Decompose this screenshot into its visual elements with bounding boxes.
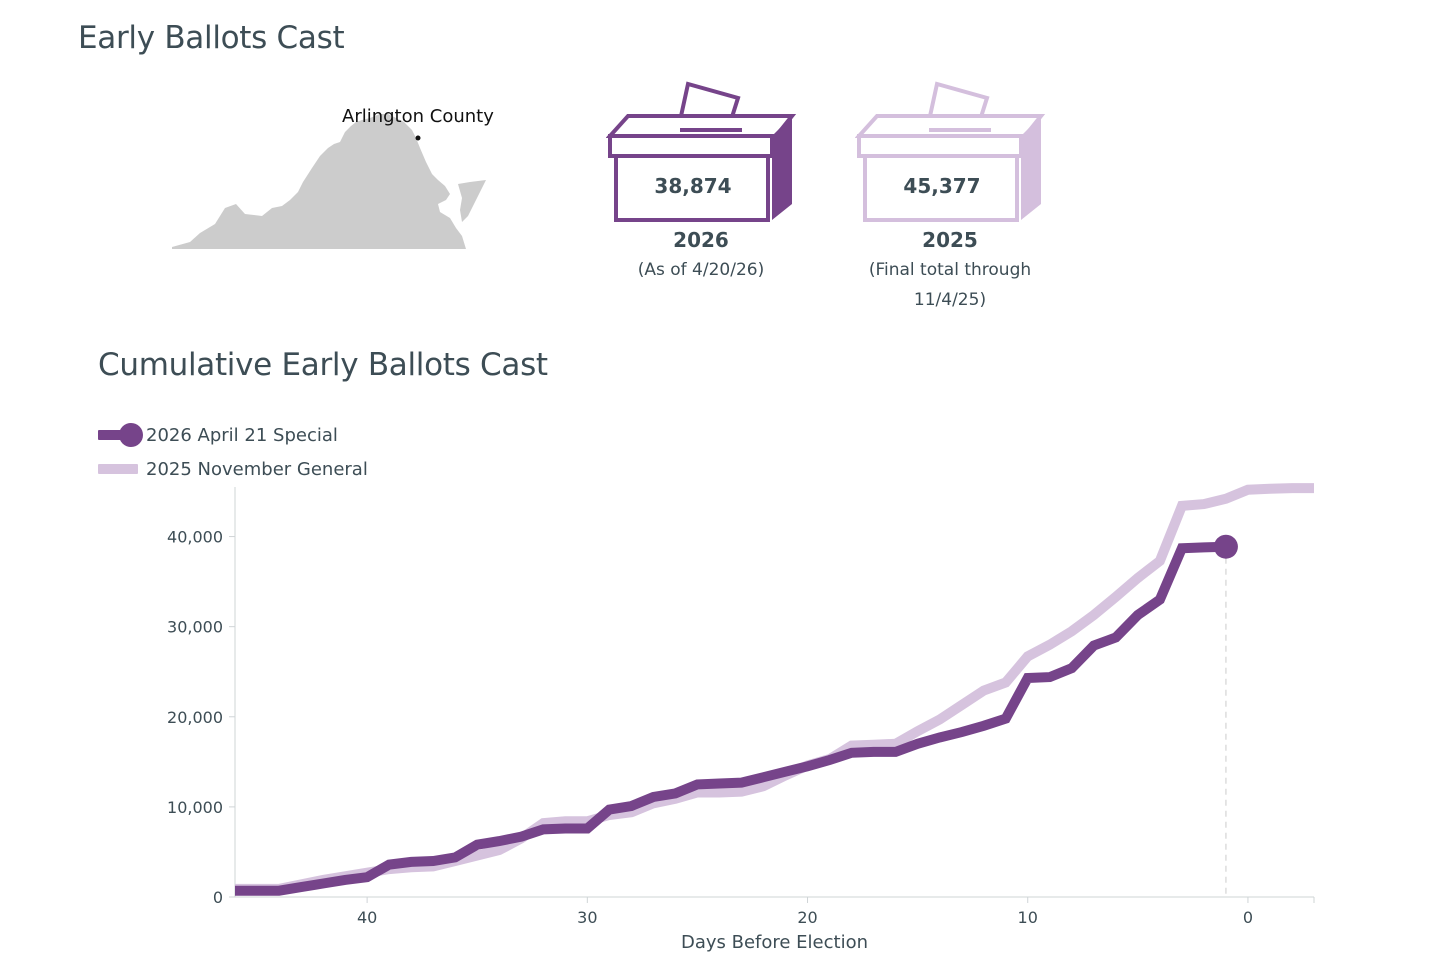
x-tick-label: 0 <box>1243 908 1253 927</box>
note-2025-line2: 11/4/25) <box>913 290 987 310</box>
legend-item-2025[interactable]: 2025 November General <box>98 452 368 486</box>
legend-label-2026: 2026 April 21 Special <box>146 424 338 446</box>
year-2026: 2026 <box>673 228 729 252</box>
y-tick-label: 40,000 <box>167 528 223 547</box>
legend-label-2025: 2025 November General <box>146 458 368 480</box>
ballot-box-icon <box>606 81 797 222</box>
y-tick-label: 20,000 <box>167 708 223 727</box>
x-tick-label: 40 <box>357 908 377 927</box>
ballot-count-2026: 38,874 <box>654 174 732 198</box>
series-line-1 <box>235 483 1314 894</box>
arlington-marker <box>415 135 421 141</box>
virginia-map: Arlington County <box>170 100 500 260</box>
y-tick-label: 10,000 <box>167 798 223 817</box>
ballot-box-icon <box>855 81 1046 222</box>
series-line-0 <box>235 541 1227 896</box>
note-2026: (As of 4/20/26) <box>637 260 765 280</box>
ballot-count-2025: 45,377 <box>903 174 981 198</box>
ballot-box-2025: 45,377 2025 (Final total through 11/4/25… <box>855 78 1055 318</box>
page-title: Early Ballots Cast <box>78 20 345 56</box>
chart-legend: 2026 April 21 Special 2025 November Gene… <box>98 418 368 486</box>
x-tick-label: 20 <box>797 908 817 927</box>
y-tick-label: 30,000 <box>167 618 223 637</box>
legend-swatch-2026 <box>98 420 143 450</box>
x-axis-title: Days Before Election <box>681 932 868 953</box>
year-2025: 2025 <box>922 228 978 252</box>
x-tick-label: 10 <box>1018 908 1038 927</box>
note-2025: (Final total through 11/4/25) <box>850 255 1050 315</box>
ballot-box-2026: 38,874 2026 (As of 4/20/26) <box>606 78 806 318</box>
chart-title: Cumulative Early Ballots Cast <box>98 347 548 383</box>
legend-swatch-2025 <box>98 454 142 484</box>
virginia-map-shape <box>172 114 486 249</box>
note-2025-line1: (Final total through <box>868 260 1032 280</box>
map-label: Arlington County <box>342 106 494 127</box>
y-tick-label: 0 <box>213 888 223 907</box>
legend-item-2026[interactable]: 2026 April 21 Special <box>98 418 368 452</box>
series-end-marker-0 <box>1213 534 1238 559</box>
x-tick-label: 30 <box>577 908 597 927</box>
